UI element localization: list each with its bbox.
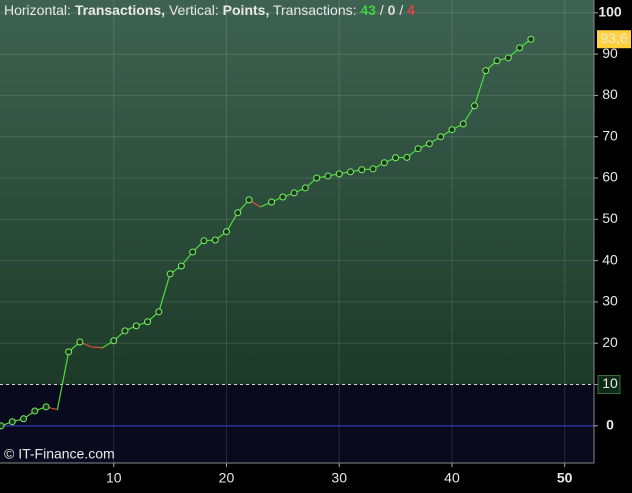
point	[166, 270, 174, 278]
line-segment	[473, 70, 487, 106]
x-tick-label: 20	[219, 470, 235, 486]
point	[189, 248, 197, 256]
point	[8, 418, 16, 426]
point	[268, 198, 276, 206]
point	[459, 120, 467, 128]
y-tick-label: 30	[602, 293, 618, 309]
value-label: 93,6	[600, 30, 627, 46]
point	[403, 153, 411, 161]
line-segment	[91, 346, 103, 349]
point	[76, 338, 84, 346]
point	[504, 54, 512, 62]
point	[369, 165, 377, 173]
point	[144, 318, 152, 326]
plot-lower	[0, 384, 594, 463]
point	[0, 422, 5, 430]
point	[346, 168, 354, 176]
y-tick-label: 100	[598, 4, 622, 20]
y-tick-label: 20	[602, 334, 618, 350]
y-tick-label: 50	[602, 210, 618, 226]
point	[177, 262, 185, 270]
line-segment	[158, 273, 171, 313]
x-tick-label: 30	[331, 470, 347, 486]
point	[20, 415, 28, 423]
point	[482, 67, 490, 75]
point	[448, 126, 456, 134]
point	[110, 337, 118, 345]
point	[245, 196, 253, 204]
point	[324, 172, 332, 180]
point	[470, 102, 478, 110]
point	[301, 184, 309, 192]
y-tick-label: 10	[602, 375, 618, 391]
point	[425, 140, 433, 148]
x-tick-label: 40	[444, 470, 460, 486]
line-segment	[56, 351, 70, 410]
point	[313, 174, 321, 182]
line-segment	[462, 105, 476, 125]
y-tick-label: 40	[602, 251, 618, 267]
point	[155, 308, 163, 316]
header: Horizontal: Transactions, Vertical: Poin…	[4, 2, 415, 18]
point	[222, 228, 230, 236]
point	[211, 236, 219, 244]
point	[290, 189, 298, 197]
point	[516, 44, 524, 52]
point	[121, 327, 129, 335]
point	[31, 407, 39, 415]
point	[65, 348, 73, 356]
point	[335, 170, 343, 178]
point	[200, 237, 208, 245]
point	[132, 322, 140, 330]
point	[358, 166, 366, 174]
y-tick-label: 60	[602, 169, 618, 185]
y-tick-box	[597, 375, 621, 395]
value-label-box	[597, 30, 631, 49]
point	[42, 403, 50, 411]
watermark: © IT-Finance.com	[4, 446, 115, 462]
y-tick-label: 90	[602, 45, 618, 61]
y-tick-label: 70	[602, 127, 618, 143]
line-segment	[225, 212, 239, 233]
point	[279, 193, 287, 201]
point	[527, 35, 535, 43]
point	[234, 209, 242, 217]
point	[414, 145, 422, 153]
point	[380, 159, 388, 167]
point	[493, 57, 501, 65]
x-tick-label: 50	[557, 470, 573, 486]
x-tick-label: 10	[106, 470, 122, 486]
point	[437, 133, 445, 141]
y-tick-label: 80	[602, 86, 618, 102]
point	[392, 154, 400, 162]
y-tick-label: 0	[606, 417, 614, 433]
